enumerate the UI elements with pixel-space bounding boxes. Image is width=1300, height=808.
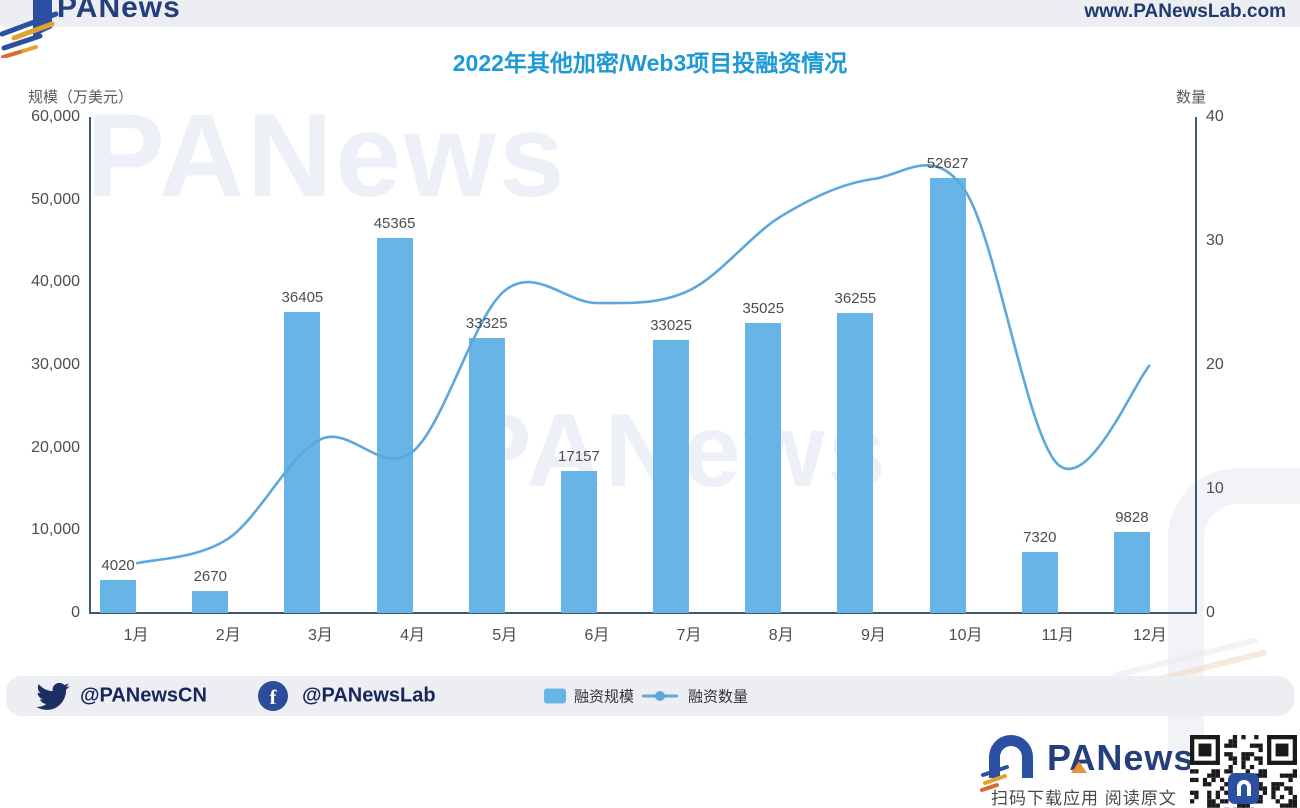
right-tick: 20 [1206,356,1224,373]
left-tick: 30,000 [31,356,80,373]
bar-value-label: 33325 [465,314,508,332]
x-axis-label: 3月 [307,627,333,644]
left-tick: 10,000 [31,521,80,539]
twitter-icon [36,682,70,710]
bar-value-label: 35025 [742,300,785,318]
bar-value-label: 7320 [1023,529,1057,547]
x-axis-label: 9月 [860,627,886,644]
bar [284,312,321,613]
x-axis-label: 8月 [768,627,794,644]
legend-line-dot [655,691,665,701]
bar [192,590,229,613]
x-axis-label: 5月 [492,627,518,644]
bar-value-label: 36405 [281,289,324,307]
right-tick: 0 [1206,604,1215,621]
legend-bar-swatch [544,688,566,704]
left-tick: 0 [71,604,80,621]
facebook-icon: f [258,681,288,711]
bar [745,323,782,613]
bar [376,237,413,613]
footer-caption: 扫码下载应用 阅读原文 [991,789,1177,808]
bar [1021,552,1058,613]
left-tick: 60,000 [31,108,80,125]
right-axis-line [1195,117,1197,614]
legend-bar-label: 融资规模 [574,688,635,706]
right-tick: 40 [1206,108,1224,125]
twitter-handle: @PANewsCN [80,684,207,707]
x-axis-label: 10月 [948,627,983,644]
watermark-text-top: PANews [86,90,568,222]
bar [468,337,505,613]
right-tick: 10 [1206,480,1224,497]
panews-logo-text: PANews [57,0,181,24]
panews-logo-top-left: PANews [0,0,230,59]
x-axis-label: 11月 [1041,627,1075,644]
facebook-handle: @PANewsLab [302,684,436,707]
qr-code [1190,735,1297,808]
bar-value-label: 4020 [101,556,135,574]
x-axis-label: 12月 [1133,627,1167,644]
bar-value-label: 52627 [926,154,969,172]
chart-title: 2022年其他加密/Web3项目投融资情况 [452,50,848,76]
bar-value-label: 33025 [650,316,692,334]
bar-value-label: 2670 [193,567,227,585]
panews-arch-icon [989,735,1033,778]
left-axis-label: 规模（万美元） [28,89,134,106]
legend-line-label: 融资数量 [688,688,749,706]
x-axis-label: 7月 [676,627,702,644]
x-axis-label: 6月 [584,627,610,644]
bar-value-label: 45365 [373,214,416,232]
bar [100,579,137,613]
social-legend-bar: @PANewsCN f @PANewsLab 融资规模 融资数量 [6,676,1294,716]
panews-logo-mark-icon [0,0,59,59]
bar-value-label: 17157 [558,448,600,466]
panews-logo-stripes-icon [980,765,1009,792]
left-tick: 50,000 [31,190,80,208]
right-axis-label: 数量 [1176,89,1207,106]
top-header-bar [0,0,1300,27]
left-tick: 20,000 [31,438,80,456]
bar [653,339,690,613]
bar-value-label: 9828 [1115,508,1149,526]
x-axis-line [89,612,1197,614]
bar [929,177,966,613]
x-axis-label: 2月 [215,627,241,644]
bar [1113,531,1150,613]
qr-center-logo [1228,773,1259,804]
right-tick: 30 [1206,232,1224,249]
left-axis-line [89,117,91,614]
bar-value-label: 36255 [834,290,877,308]
bar [560,471,597,613]
left-tick: 40,000 [31,273,80,291]
x-axis-label: 1月 [123,627,149,644]
qr-center-arch-icon [1237,780,1251,796]
panews-logo-text-footer: PANews [1047,737,1195,778]
x-axis-label: 4月 [400,627,426,644]
bar [837,313,874,613]
site-url-text: www.PANewsLab.com [1084,1,1286,22]
panews-logo-orange-accent [1071,761,1087,773]
